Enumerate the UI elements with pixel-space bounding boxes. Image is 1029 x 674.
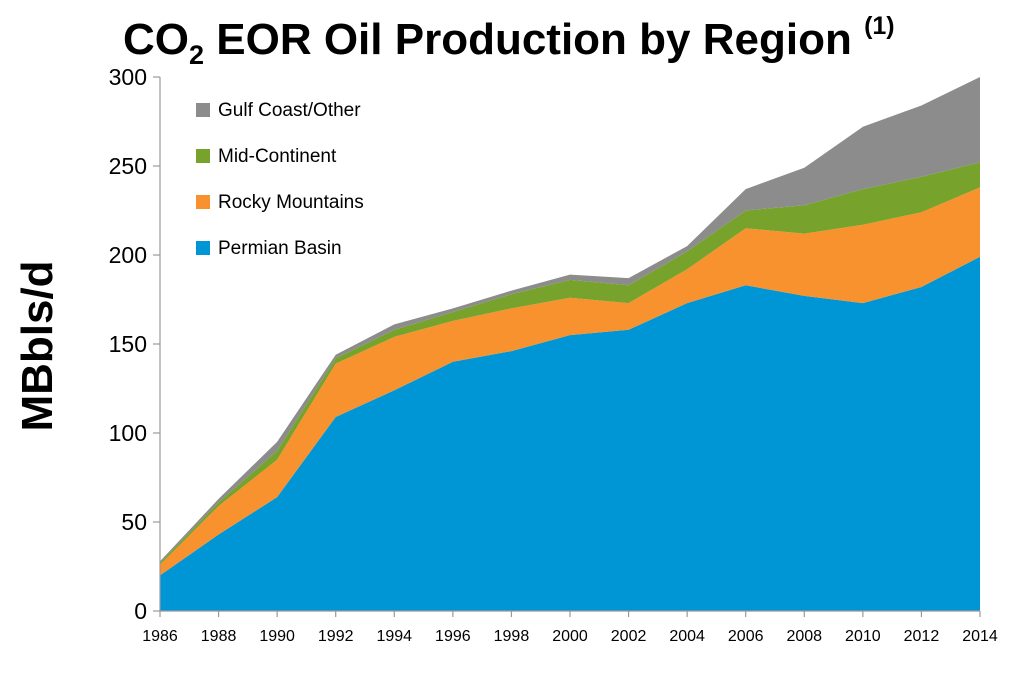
y-tick-label: 150 bbox=[109, 331, 147, 357]
x-tick-label: 1986 bbox=[142, 628, 178, 645]
x-tick-label: 2012 bbox=[904, 628, 940, 645]
x-tick-label: 1988 bbox=[201, 628, 237, 645]
x-tick-label: 2010 bbox=[845, 628, 881, 645]
legend-label: Mid-Continent bbox=[218, 146, 337, 167]
y-tick-label: 0 bbox=[134, 598, 147, 624]
area-permian-basin bbox=[160, 256, 980, 611]
legend-swatch bbox=[196, 195, 210, 209]
legend-swatch bbox=[196, 149, 210, 163]
area-mid-continent bbox=[160, 162, 980, 565]
area-series-group bbox=[160, 77, 980, 611]
x-tick-label: 2014 bbox=[962, 628, 998, 645]
x-tick-label: 1992 bbox=[318, 628, 354, 645]
x-tick-label: 2008 bbox=[786, 628, 822, 645]
y-tick-label: 250 bbox=[109, 153, 147, 179]
x-tick-label: 2004 bbox=[669, 628, 705, 645]
axes-group bbox=[153, 76, 981, 617]
legend-label: Permian Basin bbox=[218, 238, 342, 259]
legend-item-mid-continent: Mid-Continent bbox=[196, 146, 337, 167]
x-tick-label: 1994 bbox=[376, 628, 412, 645]
legend: Gulf Coast/Other Mid-Continent Rocky Mount… bbox=[196, 100, 364, 259]
y-axis-label: MBbls/d bbox=[13, 260, 62, 431]
x-tick-label: 1998 bbox=[494, 628, 530, 645]
x-tick-label: 2002 bbox=[611, 628, 647, 645]
x-tick-label: 1990 bbox=[259, 628, 295, 645]
title-superscript: (1) bbox=[864, 12, 895, 40]
y-tick-label: 50 bbox=[121, 509, 147, 535]
x-tick-labels: 1986 1988 1990 1992 1994 1996 1998 2000 2002 2004… bbox=[142, 628, 998, 645]
x-tick-label: 1996 bbox=[435, 628, 471, 645]
x-tick-label: 2006 bbox=[728, 628, 764, 645]
title-subscript: 2 bbox=[189, 40, 204, 70]
legend-item-rocky-mountains: Rocky Mountains bbox=[196, 192, 364, 213]
legend-swatch bbox=[196, 103, 210, 117]
area-rocky-mountains bbox=[160, 187, 980, 576]
chart-title: CO2 EOR Oil Production by Region (1) bbox=[123, 12, 895, 70]
y-tick-label: 300 bbox=[109, 64, 147, 90]
area-gulf-coast-other bbox=[160, 77, 980, 563]
y-tick-label: 100 bbox=[109, 420, 147, 446]
x-tick-label: 2000 bbox=[552, 628, 588, 645]
legend-label: Gulf Coast/Other bbox=[218, 100, 361, 121]
legend-item-permian-basin: Permian Basin bbox=[196, 238, 342, 259]
title-main: EOR Oil Production by Region bbox=[204, 15, 864, 64]
legend-label: Rocky Mountains bbox=[218, 192, 364, 213]
legend-swatch bbox=[196, 241, 210, 255]
y-tick-labels: 0 50 100 150 200 250 300 bbox=[109, 64, 147, 624]
legend-item-gulf-coast-other: Gulf Coast/Other bbox=[196, 100, 361, 121]
y-tick-label: 200 bbox=[109, 242, 147, 268]
